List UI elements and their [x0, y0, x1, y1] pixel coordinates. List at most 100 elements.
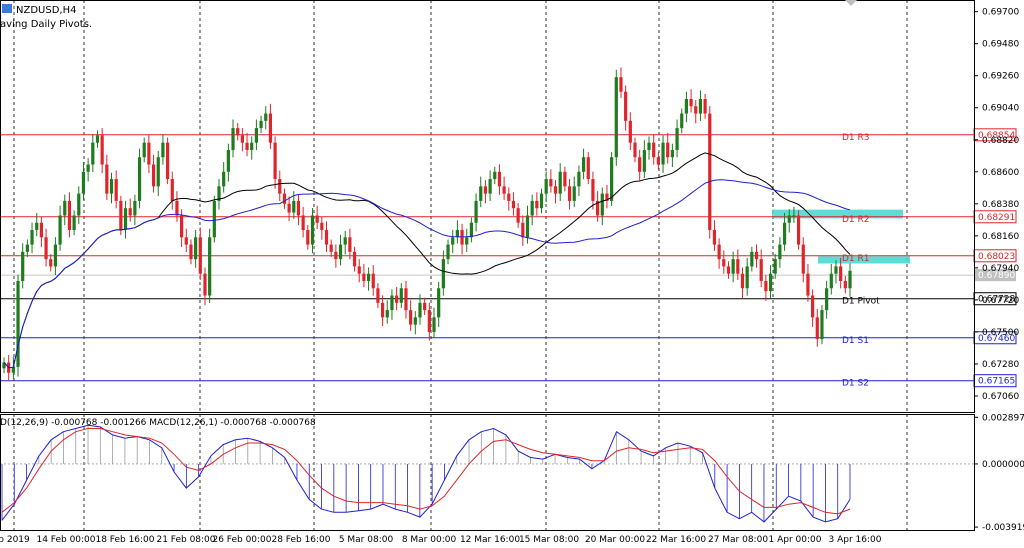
- candle-body: [320, 222, 324, 231]
- pivot-name: D1 R2: [842, 215, 870, 225]
- candle-body: [161, 142, 165, 158]
- candle-body: [834, 266, 838, 274]
- candle-body: [610, 157, 614, 201]
- candle-body: [469, 222, 474, 238]
- candle-body: [820, 310, 824, 340]
- candle-body: [292, 200, 296, 213]
- candle-body: [409, 310, 413, 325]
- candle-body: [628, 120, 632, 143]
- candle-body: [698, 98, 703, 114]
- candle-body: [825, 288, 829, 311]
- candle-body: [441, 259, 445, 289]
- candle-body: [581, 157, 586, 172]
- highlight-zone: [818, 256, 910, 264]
- candle-body: [95, 135, 100, 143]
- candle-body: [11, 366, 15, 373]
- y-tick-label: 0.68160: [982, 232, 1019, 242]
- candle-body: [184, 237, 188, 245]
- candle-body: [731, 259, 735, 274]
- candle-body: [787, 215, 791, 223]
- x-tick-label: 1 Apr 00:00: [769, 535, 822, 545]
- price-panel-frame: [0, 0, 975, 413]
- candle-body: [296, 200, 301, 216]
- y-tick-label: 0.69700: [982, 8, 1019, 18]
- candle-body: [806, 273, 810, 296]
- candle-body: [684, 98, 689, 114]
- x-tick-label: 8 Mar 00:00: [402, 535, 457, 545]
- candle-body: [371, 273, 375, 289]
- candle-body: [217, 186, 221, 201]
- candle-body: [750, 251, 754, 267]
- candle-body: [423, 302, 427, 311]
- candle-body: [259, 120, 263, 129]
- candle-body: [586, 157, 590, 180]
- candle-body: [133, 200, 137, 216]
- y-tick-label: 0.67500: [982, 328, 1019, 338]
- candle-body: [329, 244, 333, 252]
- x-tick-label: 21 Feb 08:00: [156, 535, 215, 545]
- candle-body: [801, 244, 805, 274]
- candle-body: [792, 215, 796, 217]
- candle-body: [315, 215, 319, 223]
- candle-body: [572, 186, 576, 201]
- candle-body: [427, 310, 431, 332]
- x-tick-label: 28 Feb 16:00: [271, 535, 330, 545]
- y-tick-label: 0.68820: [982, 136, 1019, 146]
- macd-y-tick-label: 0.002897: [982, 413, 1024, 423]
- candle-body: [21, 251, 25, 281]
- pivot-name: D1 Pivot: [842, 297, 880, 307]
- candle-body: [306, 230, 310, 245]
- pivot-price-label: 0.68023: [978, 252, 1015, 262]
- candle-body: [250, 142, 254, 150]
- candle-body: [675, 128, 679, 150]
- y-tick-label: 0.69260: [982, 72, 1019, 82]
- candle-body: [254, 128, 258, 143]
- candle-body: [521, 222, 525, 238]
- pivot-lines: 0.67890 D1 R3 0.68854 D1 R2 0.68291 D1 R1 0.68…: [0, 128, 1017, 389]
- candle-body: [86, 164, 90, 172]
- candle-body: [642, 149, 646, 172]
- candle-body: [357, 266, 361, 274]
- candle-body: [525, 215, 530, 238]
- y-tick-label: 0.67060: [982, 392, 1019, 402]
- candle-body: [35, 222, 39, 231]
- candle-body: [708, 113, 712, 231]
- pivot-price-label: 0.67728: [978, 295, 1015, 305]
- candle-body: [203, 273, 207, 296]
- candle-body: [689, 98, 693, 107]
- candle-body: [404, 288, 408, 311]
- candle-body: [222, 171, 226, 187]
- candle-body: [796, 215, 801, 245]
- candle-body: [558, 171, 562, 194]
- candle-body: [198, 237, 202, 274]
- candle-body: [156, 157, 160, 187]
- candle-body: [764, 280, 768, 292]
- candle-body: [511, 200, 516, 209]
- candle-body: [212, 200, 216, 238]
- candle-body: [455, 230, 459, 238]
- candle-body: [147, 142, 151, 165]
- macd-y-tick-label: -0.003919: [982, 523, 1024, 533]
- candle-body: [726, 266, 731, 274]
- candle-body: [67, 200, 72, 231]
- candle-body: [91, 142, 95, 165]
- candle-body: [544, 179, 548, 194]
- candle-body: [105, 164, 109, 194]
- candle-body: [712, 230, 717, 245]
- candle-body: [390, 295, 394, 311]
- candle-body: [180, 215, 184, 238]
- candle-body: [722, 259, 726, 267]
- candle-body: [58, 215, 62, 245]
- candle-body: [815, 317, 819, 340]
- candle-body: [352, 251, 357, 267]
- candle-body: [278, 179, 282, 194]
- candle-body: [745, 266, 749, 289]
- candle-body: [343, 237, 347, 245]
- candle-body: [362, 273, 366, 281]
- pivot-price-label: 0.68854: [978, 131, 1015, 141]
- candle-body: [418, 302, 422, 318]
- candle-body: [474, 200, 478, 223]
- current-price-label: 0.67890: [978, 271, 1015, 281]
- candle-body: [451, 237, 455, 245]
